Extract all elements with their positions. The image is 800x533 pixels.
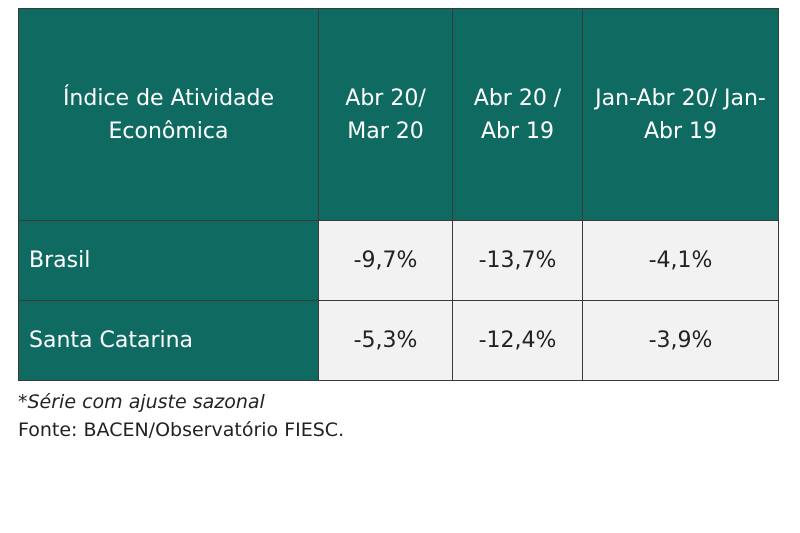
header-cell: Jan-Abr 20/ Jan-Abr 19 [582,8,779,221]
table-header: Índice de Atividade Econômica Abr 20/ Mar… [18,8,779,221]
value-cell: -4,1% [582,220,779,301]
notes: *Série com ajuste sazonal Fonte: BACEN/O… [18,388,344,444]
table-body: Brasil -9,7% -13,7% -4,1% Santa Catarina -5,3… [18,220,779,381]
header-row: Índice de Atividade Econômica Abr 20/ Mar… [18,8,779,221]
value-cell: -5,3% [318,300,453,381]
header-cell: Abr 20/ Mar 20 [318,8,453,221]
header-cell: Índice de Atividade Econômica [18,8,319,221]
source-note: Fonte: BACEN/Observatório FIESC. [18,419,345,441]
row-label: Santa Catarina [18,300,319,381]
data-table: Índice de Atividade Econômica Abr 20/ Mar… [18,8,779,381]
value-cell: -3,9% [582,300,779,381]
header-cell: Abr 20 / Abr 19 [452,8,583,221]
note: *Série com ajuste sazonal [18,391,265,413]
value-cell: -13,7% [452,220,583,301]
table-row: Santa Catarina -5,3% -12,4% -3,9% [18,300,779,381]
value-cell: -9,7% [318,220,453,301]
table-row: Brasil -9,7% -13,7% -4,1% [18,220,779,301]
row-label: Brasil [18,220,319,301]
value-cell: -12,4% [452,300,583,381]
